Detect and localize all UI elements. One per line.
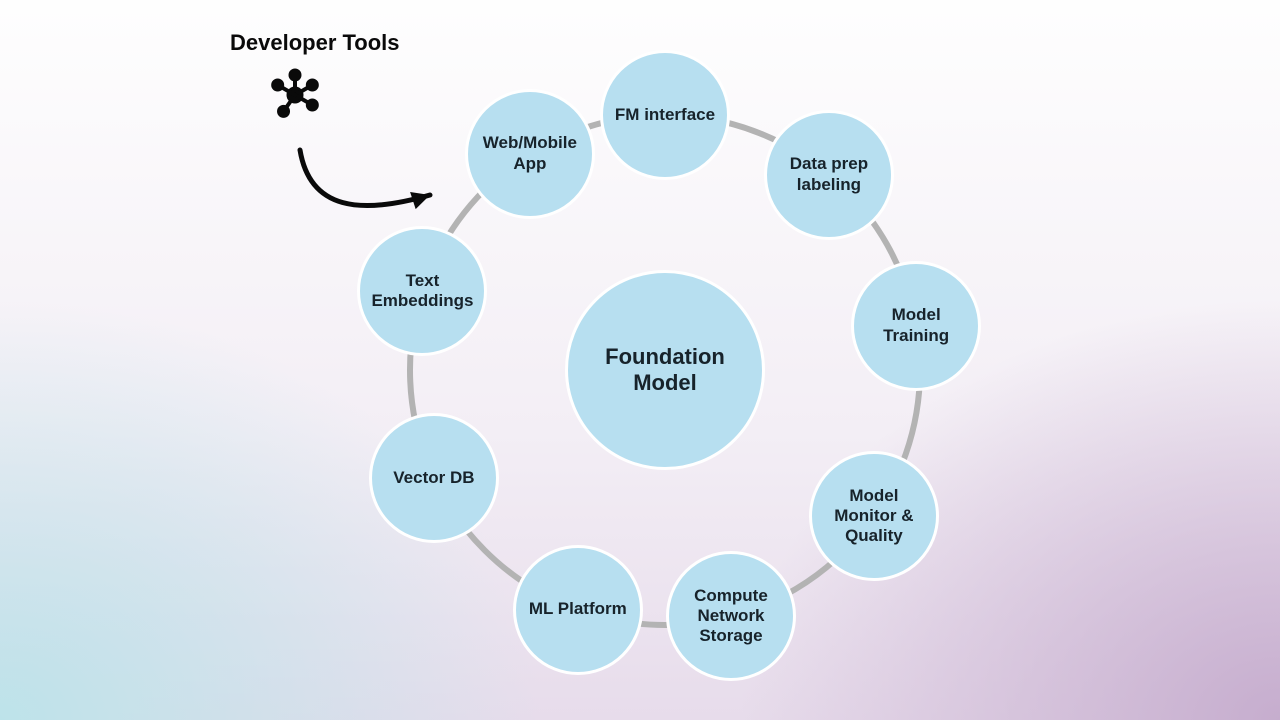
node-model-training: Model Training: [851, 261, 981, 391]
node-label-text-embeddings: Text Embeddings: [365, 271, 479, 312]
node-vector-db: Vector DB: [369, 413, 499, 543]
node-text-embeddings: Text Embeddings: [357, 226, 487, 356]
node-label-fm-interface: FM interface: [615, 105, 715, 125]
node-label-data-prep-labeling: Data prep labeling: [772, 154, 886, 195]
node-label-model-monitor: Model Monitor & Quality: [817, 486, 931, 547]
developer-tools-hub-icon: [260, 65, 330, 125]
node-ml-platform: ML Platform: [513, 545, 643, 675]
node-web-mobile-app: Web/Mobile App: [465, 89, 595, 219]
node-label-vector-db: Vector DB: [393, 468, 474, 488]
developer-tools-label: Developer Tools: [230, 30, 400, 56]
developer-tools-arrowhead: [410, 192, 430, 209]
node-label-model-training: Model Training: [859, 305, 973, 346]
node-fm-interface: FM interface: [600, 50, 730, 180]
node-data-prep-labeling: Data prep labeling: [764, 110, 894, 240]
node-label-ml-platform: ML Platform: [529, 599, 627, 619]
diagram-stage: Developer Tools Foundation Model FM inte…: [0, 0, 1280, 720]
foundation-model-label: Foundation Model: [575, 344, 755, 397]
node-model-monitor: Model Monitor & Quality: [809, 451, 939, 581]
node-compute-network: Compute Network Storage: [666, 551, 796, 681]
node-label-compute-network: Compute Network Storage: [674, 586, 788, 647]
node-label-web-mobile-app: Web/Mobile App: [473, 133, 587, 174]
foundation-model-node: Foundation Model: [565, 270, 765, 470]
developer-tools-arrow: [300, 150, 430, 206]
